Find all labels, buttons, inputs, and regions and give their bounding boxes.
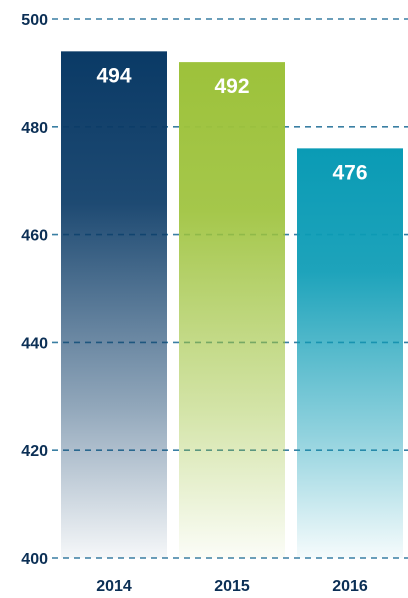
y-tick-label-440: 440 [21,335,48,352]
y-tick-label-400: 400 [21,551,48,568]
bar-layer [61,51,403,559]
data-label-2014: 494 [96,64,131,87]
bar-2015 [179,62,285,559]
x-category-label-2016: 2016 [332,578,368,595]
data-label-2016: 476 [332,161,367,184]
y-tick-label-480: 480 [21,120,48,137]
y-tick-label-500: 500 [21,12,48,29]
x-category-label-2015: 2015 [214,578,250,595]
bar-2016 [297,148,403,559]
y-tick-label-420: 420 [21,443,48,460]
x-category-label-2014: 2014 [96,578,132,595]
label-layer: 400 420 440 460 480 500 494 2014 492 2015 476 2016 [21,12,368,595]
y-tick-label-460: 460 [21,228,48,245]
data-label-2015: 492 [214,75,249,98]
bar-2014 [61,51,167,559]
